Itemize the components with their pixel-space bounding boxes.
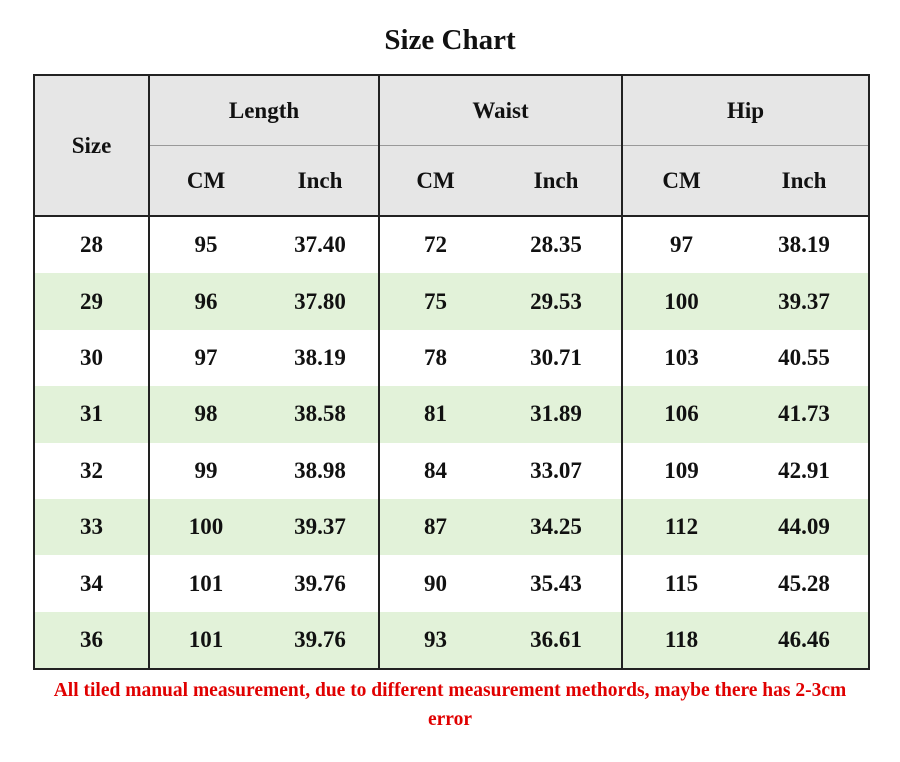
table-cell: 40.55 [778,344,830,370]
table-row: 28 95 37.40 72 28.35 97 38.19 [34,216,869,274]
table-cell: 39.76 [262,611,380,670]
table-cell: 112 [621,498,741,556]
table-row: 34 101 39.76 90 35.43 115 45.28 [34,555,869,612]
table-cell: 75 [378,273,492,330]
table-cell: 37.40 [294,232,346,258]
table-cell: 42.91 [778,457,830,483]
table-cell: 36.61 [491,611,623,670]
header-cell: Size [34,75,149,217]
table-cell: 97 [621,216,741,274]
header-row: Size Length Waist Hip [34,75,870,217]
table-cell: 28 [80,232,103,258]
table-cell: 78 [378,329,492,387]
table-body: 28 95 37.40 72 28.35 97 38.19 29 96 37.80 75 29.53 1… [34,216,870,670]
table-cell: 46.46 [740,611,870,670]
table-cell: 81 [378,386,492,443]
unit-header: CM [148,145,262,217]
table-cell: 109 [621,442,741,499]
table-cell: 84 [378,442,492,499]
table-row: 33 100 39.37 87 34.25 112 44.09 [34,498,870,556]
table-cell: 39.37 [740,273,870,330]
unit-header: CM [621,145,741,217]
table-cell: 39.37 [262,498,380,556]
table-cell: 93 [378,611,492,670]
unit-header: Inch [262,145,380,217]
table-cell: 97 [148,329,262,387]
table-cell: 31 [34,386,149,443]
table-cell: 101 [148,611,262,670]
table-cell: 96 [148,273,262,330]
table-cell: 37.80 [262,273,380,330]
unit-header: Inch [491,145,623,217]
group-header: Waist [378,75,623,146]
table-cell: 34.25 [491,498,623,556]
table-cell: 90 [378,555,492,612]
table-header: Size Length Waist Hip CM Inch CM Inch CM Inch [34,75,870,217]
table-cell: 72 [378,216,492,274]
table-cell: 30.71 [530,344,582,370]
table-cell: 103 [621,329,741,387]
table-cell: 29 [34,273,149,330]
table-cell: 95 [148,216,262,274]
table-cell: 28.35 [530,232,582,258]
table-row: 29 96 37.80 75 29.53 100 39.37 [34,273,870,330]
table-cell: 32 [80,457,103,483]
group-header: Hip [621,75,870,146]
table-cell: 99 [148,442,262,499]
table-cell: 98 [148,386,262,443]
table-cell: 33 [34,498,149,556]
table-row: 31 98 38.58 81 31.89 106 41.73 [34,386,870,443]
table-cell: 101 [148,555,262,612]
unit-header: CM [378,145,492,217]
table-cell: 100 [148,498,262,556]
table-cell: 30 [80,344,103,370]
table-cell: 38.19 [778,232,830,258]
table-cell: 118 [621,611,741,670]
table-cell: 115 [621,555,741,612]
table-cell: 36 [34,611,149,670]
table-cell: 31.89 [491,386,623,443]
table-cell: 34 [80,570,103,596]
table-cell: 45.28 [778,570,830,596]
table-cell: 41.73 [740,386,870,443]
header-row: CM Inch CM Inch CM Inch [34,145,870,217]
table-cell: 39.76 [294,570,346,596]
table-cell: 33.07 [530,457,582,483]
table-cell: 35.43 [530,570,582,596]
note: All tiled manual measurement, due to dif… [53,680,847,730]
table-cell: 38.58 [262,386,380,443]
group-header: Length [147,75,380,146]
table-cell: 38.19 [294,344,346,370]
table-row: 30 97 38.19 78 30.71 103 40.55 [34,329,869,387]
title: Size Chart [384,24,516,56]
table-cell: 44.09 [740,498,870,556]
size-table: Size Length Waist Hip CM Inch CM Inch CM Inch 28… [33,74,871,671]
table-cell: 106 [621,386,741,443]
table-row: 32 99 38.98 84 33.07 109 42.91 [34,442,869,499]
table-row: 36 101 39.76 93 36.61 118 46.46 [34,611,870,670]
table-cell: 38.98 [294,457,346,483]
table-cell: 29.53 [491,273,623,330]
table-cell: 100 [621,273,741,330]
table-cell: 87 [378,498,492,556]
unit-header: Inch [740,145,870,217]
